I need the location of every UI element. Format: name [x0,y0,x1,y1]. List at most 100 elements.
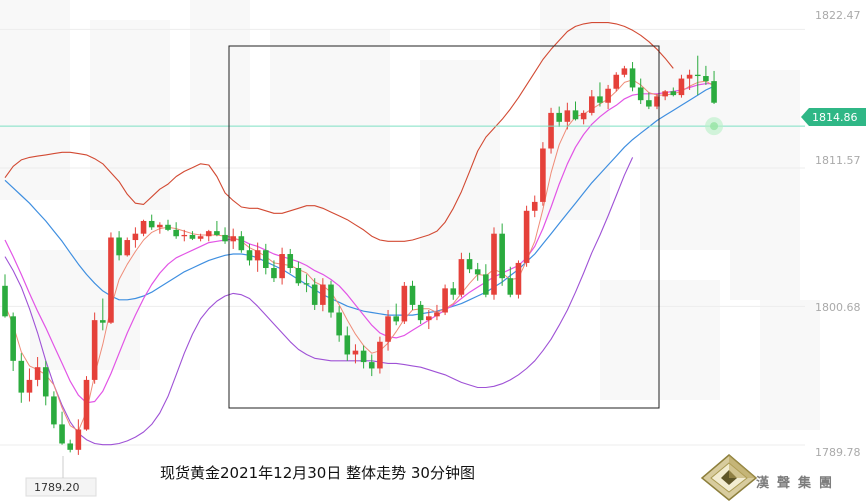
candle-body [360,350,367,363]
bollinger-lower-line [4,157,634,446]
candle-body [34,367,41,380]
candle-body [100,320,106,323]
watermark-block [730,70,800,300]
candle-body [678,78,685,96]
bollinger-bands [4,22,674,446]
candle-body [401,285,408,322]
candle-body [140,220,147,234]
current-price-tag: 1814.86 [801,108,866,126]
candle-body [662,91,668,97]
watermark-block [420,60,500,260]
candle-body [711,81,717,103]
candle-body [703,76,709,82]
candle-body [148,220,155,228]
watermark-block [640,40,730,250]
candle-body [303,283,310,285]
candle-body [295,268,302,284]
candle-body [670,91,677,96]
candle-body [694,74,701,77]
candle-body [165,224,171,230]
candle-body [450,288,457,295]
candle-body [686,74,693,79]
watermark-block [190,0,250,150]
ma-fast-line [4,79,715,432]
candle-body [580,112,587,120]
ma-slow-line [4,83,715,404]
current-price-value: 1814.86 [812,111,858,124]
candle-body [377,341,383,369]
candle-body [507,278,514,295]
candle-body [91,320,98,380]
y-tick-label: 1811.57 [815,154,861,167]
candle-body [637,87,644,101]
candle-body [352,350,359,355]
candle-body [116,237,122,256]
candle-body [531,201,538,211]
candle-body [83,379,90,430]
candle-body [368,362,375,369]
candle-body [556,112,562,122]
watermark-block [270,30,390,210]
candle-body [466,259,473,270]
y-tick-label: 1789.78 [815,446,861,459]
current-price-dot [710,122,719,131]
candle-body [254,250,261,261]
candle-body [132,233,139,241]
candle-body [108,237,114,323]
candle-body [483,274,489,295]
candle-body [238,236,245,251]
brand-logo-icon [700,454,758,501]
candle-body [434,312,440,317]
candle-body [564,110,571,122]
brand-name: 漢聲集團 [756,476,841,491]
candle-body [629,68,636,88]
candle-body [597,96,603,103]
candle-body [458,259,465,295]
candle-body [393,316,399,322]
watermark-block [300,260,390,390]
bollinger-upper-line [4,22,674,242]
candle-body [279,254,285,279]
watermark-block [0,0,70,200]
candle-body [426,316,432,321]
candle-body [654,96,660,107]
y-tick-label: 1800.68 [815,301,861,314]
y-tick-label: 1822.47 [815,9,861,22]
candle-body [540,148,546,202]
candle-body [515,262,522,295]
candle-body [311,284,318,305]
candle-body [42,367,49,397]
candle-body [589,96,595,113]
candle-body [189,234,196,239]
candle-body [336,312,342,336]
candle-body [344,335,351,355]
period-low-label: 1789.20 [25,456,97,497]
candle-body [124,240,131,256]
candle-body [197,236,204,239]
watermark-block [760,300,820,430]
candle-body [181,234,188,237]
candle-body [499,233,505,279]
candle-body [173,229,179,237]
candle-body [474,269,481,275]
candle-body [523,210,530,263]
current-price-line [0,117,805,136]
candle-body [214,231,220,235]
candle-body [230,236,236,242]
candle-body [205,231,212,237]
candle-body [409,285,416,305]
candle-body [287,254,294,269]
y-axis: 1822.47 1811.57 1800.68 1789.78 [815,9,861,459]
candle-body [491,233,497,295]
candle-body [18,360,25,393]
watermark-city-skyline [0,0,820,430]
candle-body [572,110,579,120]
candle-body [328,284,334,313]
candle-body [246,250,253,261]
candle-body [646,100,652,107]
candle-body [157,224,163,228]
watermark-block [600,280,720,400]
candle-body [75,429,82,450]
candle-body [26,379,33,393]
